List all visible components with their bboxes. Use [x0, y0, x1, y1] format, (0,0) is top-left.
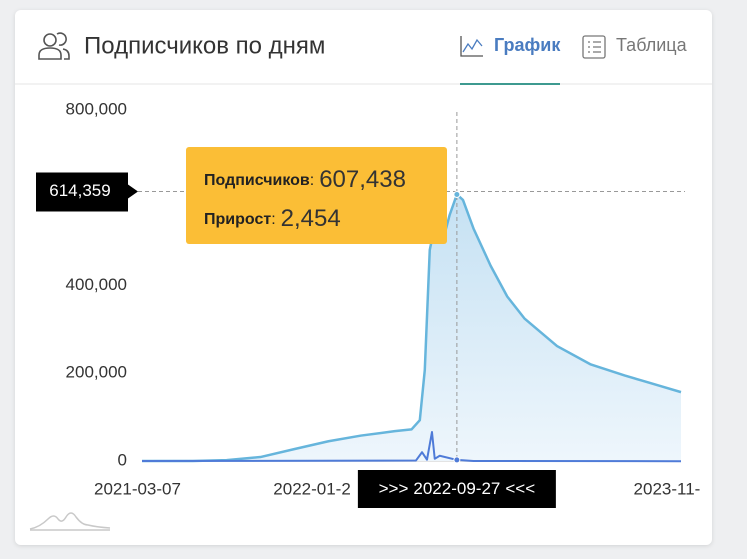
tooltip-label: Прирост [204, 211, 271, 228]
tab[interactable]: Таблица [616, 35, 688, 55]
hover-point [453, 190, 461, 198]
tooltip-value: 2,454 [281, 205, 341, 232]
tooltip-row: Прирост: 2,454 [204, 205, 341, 232]
x-crosshair-label: >>> 2022-09-27 <<< [379, 479, 536, 498]
y-tick-label: 800,000 [66, 99, 127, 118]
chart-tab-icon[interactable] [460, 36, 483, 57]
x-crosshair-date: 2022-09-27 [413, 479, 500, 498]
people-icon [38, 32, 70, 60]
x-tick-label: 2023-11- [634, 479, 701, 498]
table-tab-icon[interactable] [582, 35, 606, 59]
x-tick-label: 2022-01-2 [273, 479, 351, 498]
x-crosshair-prefix: >>> [379, 479, 409, 498]
panel-title: Подписчиков по дням [84, 32, 325, 59]
y-tick-label: 200,000 [66, 363, 127, 382]
tooltip-box [186, 147, 447, 244]
navigator-icon [29, 512, 111, 531]
plot: 0 200,000 400,000 800,000 2021-03-07 2022-01-… [36, 99, 700, 508]
x-crosshair-box [357, 470, 556, 508]
y-crosshair-label: 614,359 [49, 181, 110, 200]
tooltip-value: 607,438 [319, 166, 406, 193]
tooltip-separator: : [310, 172, 314, 189]
y-tick-label: 0 [118, 450, 127, 469]
line [141, 431, 682, 463]
hover-point [453, 456, 461, 464]
tab[interactable]: График [494, 35, 561, 55]
tooltip-row: Подписчиков: 607,438 [204, 166, 406, 193]
area [142, 194, 681, 461]
x-crosshair-suffix: <<< [505, 479, 535, 498]
tooltip-label: Подписчиков [204, 172, 310, 189]
y-tick-label: 400,000 [66, 275, 127, 294]
tooltip-separator: : [271, 211, 275, 228]
x-tick-label: 2021-03-07 [94, 479, 181, 498]
y-crosshair-box [36, 172, 138, 212]
